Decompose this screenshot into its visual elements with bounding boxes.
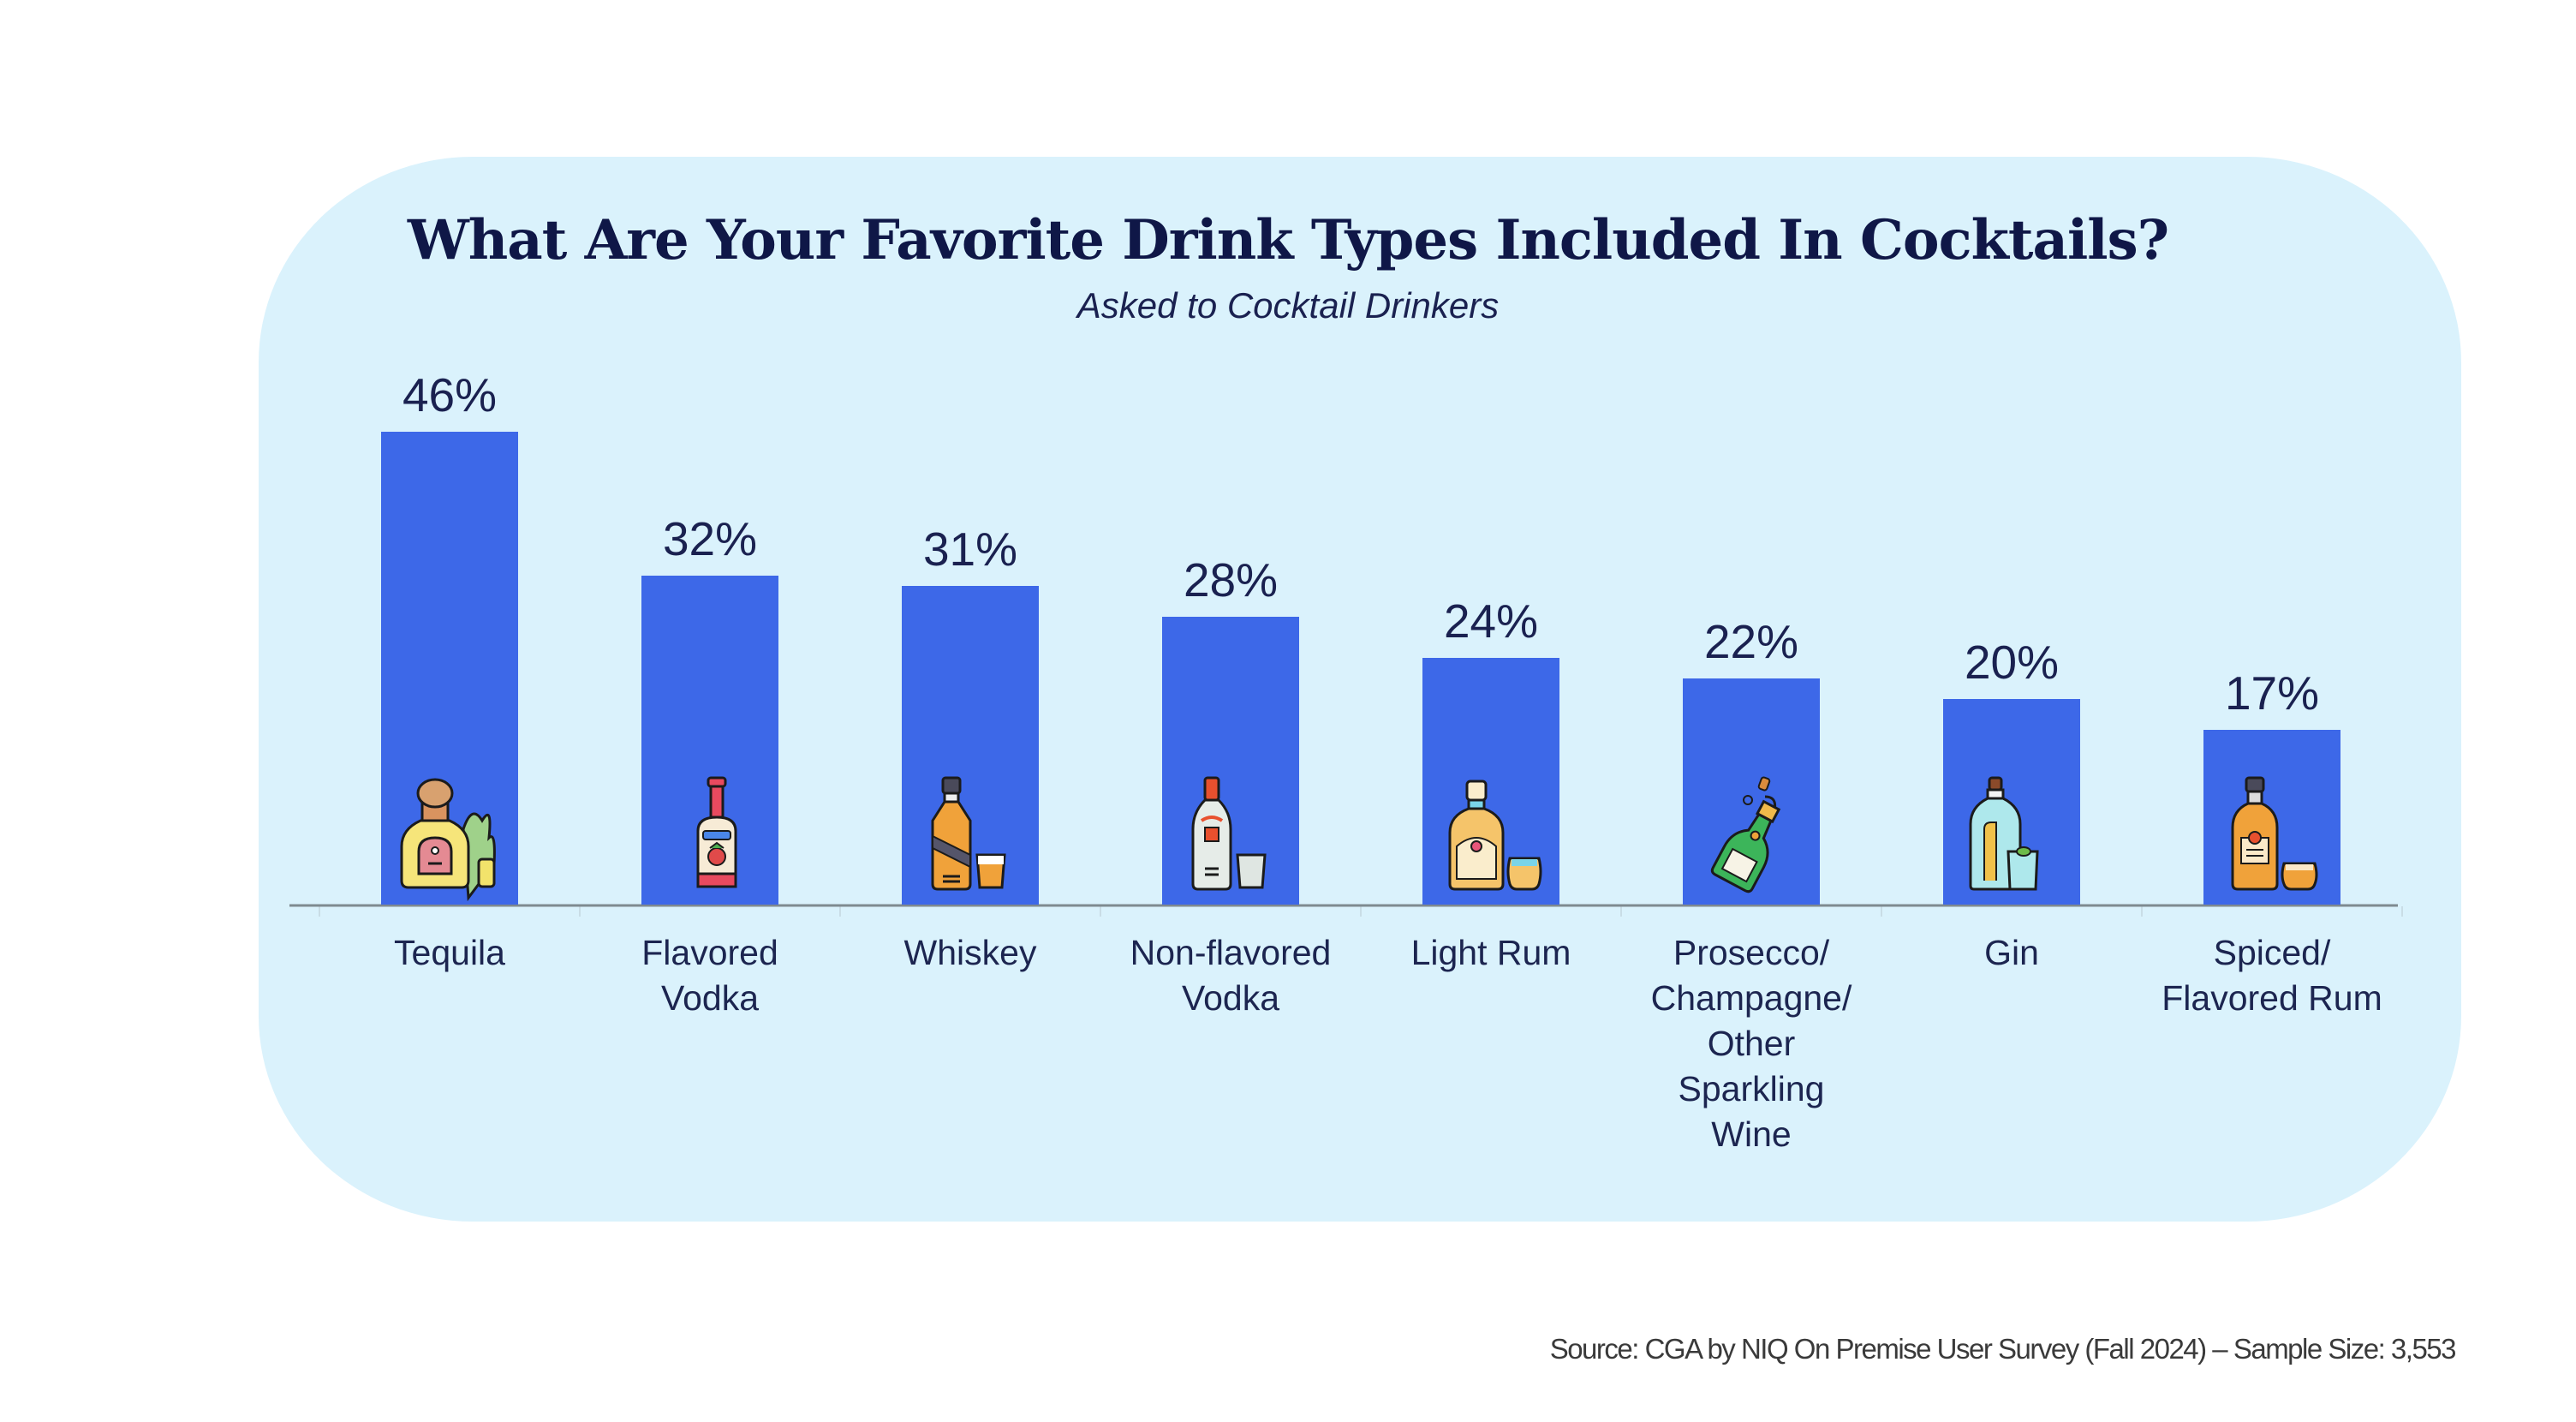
category-labels: Tequila Flavored Vodka Whiskey Non-flavored V… — [394, 933, 2382, 1154]
data-label: 24% — [1444, 594, 1538, 648]
tequila-bottle-icon — [400, 778, 496, 902]
light-rum-bottle-icon — [1448, 780, 1542, 891]
data-label: 20% — [1965, 636, 2059, 689]
category-label: Flavored Vodka — [641, 933, 778, 1018]
chart-panel — [259, 157, 2461, 1222]
spiced-rum-bottle-icon — [2231, 776, 2318, 891]
champagne-bottle-icon — [1710, 776, 1781, 893]
category-label: Non-flavored Vodka — [1130, 933, 1332, 1018]
data-labels: 46% 32% 31% 28% 24% 22% 20% 17% — [402, 368, 2319, 720]
category-label: Light Rum — [1411, 933, 1571, 972]
chart-title: What Are Your Favorite Drink Types Inclu… — [407, 208, 2169, 272]
source-note: Source: CGA by NIQ On Premise User Surve… — [1549, 1333, 2457, 1365]
data-label: 17% — [2225, 666, 2319, 720]
gin-bottle-icon — [1969, 776, 2039, 891]
category-label: Gin — [1984, 933, 2039, 972]
bar-icons — [400, 776, 2318, 902]
vodka-bottle-icon — [1191, 776, 1267, 891]
category-label: Tequila — [394, 933, 505, 972]
data-label: 22% — [1704, 615, 1798, 668]
data-label: 32% — [663, 512, 757, 565]
axis-ticks — [319, 906, 2403, 917]
data-label: 28% — [1184, 553, 1278, 606]
category-label: Spiced/Flavored Rum — [2162, 933, 2382, 1018]
whiskey-bottle-icon — [931, 776, 1006, 891]
category-label: Whiskey — [904, 933, 1037, 972]
flavored-vodka-bottle-icon — [696, 776, 737, 888]
data-label: 46% — [402, 368, 497, 421]
category-label: Prosecco/Champagne/Other Sparkling Wine — [1651, 933, 1852, 1154]
data-label: 31% — [923, 523, 1017, 576]
chart-subtitle: Asked to Cocktail Drinkers — [1076, 285, 1500, 326]
